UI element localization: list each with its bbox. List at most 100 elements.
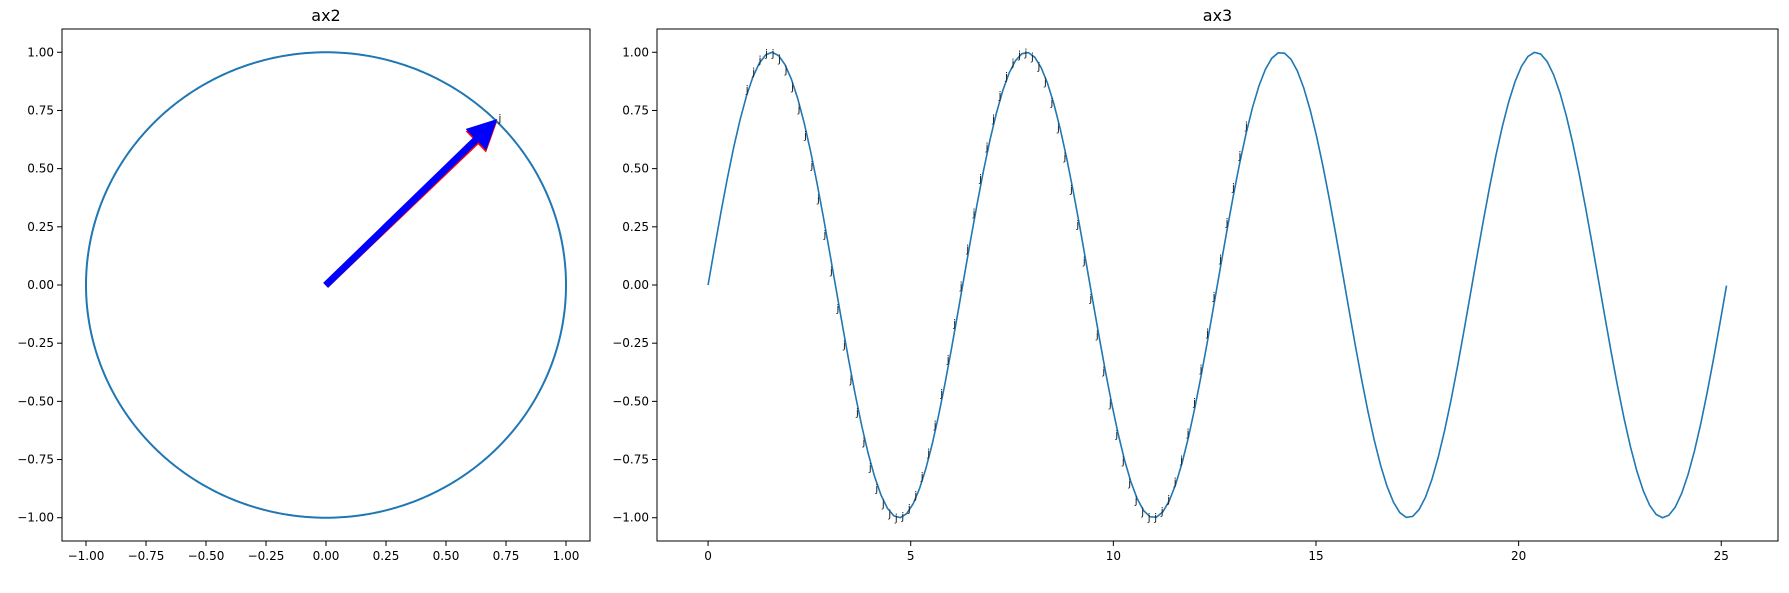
- y-tick-label: −1.00: [612, 511, 649, 525]
- annotation-label: j: [1218, 253, 1222, 266]
- annotation-label: j: [790, 80, 794, 93]
- annotation-label: j: [1062, 151, 1066, 164]
- annotation-label: j: [822, 228, 826, 241]
- annotation-label: j: [997, 89, 1001, 102]
- x-tick-label: 1.00: [553, 549, 580, 563]
- x-tick-label: 0.50: [433, 549, 460, 563]
- annotation-label: j: [803, 129, 807, 142]
- annotation-label: j: [1017, 48, 1021, 61]
- annotation-label: j: [952, 317, 956, 330]
- annotation-label: j: [1224, 216, 1228, 229]
- annotation-label: j: [991, 113, 995, 126]
- annotation-label: j: [874, 482, 878, 495]
- annotation-label: j: [842, 338, 846, 351]
- annotation-label: j: [1114, 428, 1118, 441]
- annotation-label: j: [816, 192, 820, 205]
- annotation-label: j: [1075, 218, 1079, 231]
- annotation-label: j: [771, 47, 775, 60]
- annotation-label: j: [1173, 476, 1177, 489]
- annotation-label: j: [881, 497, 885, 510]
- annotation-label: j: [796, 102, 800, 115]
- x-tick-label: 0.75: [493, 549, 520, 563]
- sine-line: [707, 51, 1728, 519]
- annotation-label: j: [907, 502, 911, 515]
- annotation-label: j: [497, 112, 501, 125]
- annotation-label: j: [1244, 120, 1248, 133]
- annotation-label: j: [913, 489, 917, 502]
- annotation-label: j: [1140, 505, 1144, 518]
- x-tick-label: −0.50: [188, 549, 225, 563]
- y-tick-label: −0.25: [17, 336, 54, 350]
- annotation-label: j: [809, 159, 813, 172]
- annotation-label: j: [939, 387, 943, 400]
- y-tick-label: 0.50: [622, 162, 649, 176]
- annotation-label: j: [1134, 494, 1138, 507]
- y-tick-label: −1.00: [17, 511, 54, 525]
- annotation-label: j: [751, 66, 755, 79]
- annotation-label: j: [848, 374, 852, 387]
- x-tick-label: 10: [1106, 549, 1121, 563]
- x-tick-label: 5: [907, 549, 915, 563]
- x-tick-label: 15: [1308, 549, 1323, 563]
- annotation-label: j: [764, 47, 768, 60]
- x-tick-label: −1.00: [68, 549, 105, 563]
- y-tick-label: 0.50: [27, 162, 54, 176]
- annotation-label: j: [985, 141, 989, 154]
- chart-title: ax2: [311, 6, 340, 25]
- annotation-label: j: [1199, 362, 1203, 375]
- annotation-label: j: [1186, 426, 1190, 439]
- annotation-label: j: [933, 419, 937, 432]
- annotation-label: j: [965, 243, 969, 256]
- y-tick-label: −0.75: [17, 453, 54, 467]
- annotation-label: j: [1211, 290, 1215, 303]
- y-tick-label: −0.75: [612, 453, 649, 467]
- y-tick-label: 0.00: [27, 278, 54, 292]
- chart-title: ax3: [1203, 6, 1232, 25]
- annotation-label: j: [1160, 505, 1164, 518]
- annotation-label: j: [1004, 70, 1008, 83]
- annotation-label: j: [1101, 364, 1105, 377]
- y-tick-label: −0.50: [612, 394, 649, 408]
- annotation-label: j: [1010, 56, 1014, 69]
- annotation-label: j: [900, 510, 904, 523]
- blue-arrow: [323, 118, 498, 288]
- chart-ax3: ax3 0 5 10 15 20 25 −1.00 −0.75 −0.50 −0.25 0.00 0.…: [612, 6, 1779, 563]
- annotation-label: j: [1153, 511, 1157, 524]
- y-tick-label: 1.00: [27, 45, 54, 59]
- annotation-label: j: [1237, 149, 1241, 162]
- annotation-label: j: [894, 512, 898, 525]
- annotation-label: j: [1108, 398, 1112, 411]
- annotation-label: j: [920, 470, 924, 483]
- annotation-label: j: [1147, 511, 1151, 524]
- annotation-label: j: [959, 280, 963, 293]
- annotation-label: j: [855, 406, 859, 419]
- annotation-label: j: [1030, 50, 1034, 63]
- annotation-label: j: [1121, 455, 1125, 468]
- annotation-label: j: [1205, 327, 1209, 340]
- annotation-label: j: [861, 436, 865, 449]
- annotation-label: j: [1192, 396, 1196, 409]
- annotation-label: j: [926, 446, 930, 459]
- y-tick-label: 0.75: [27, 103, 54, 117]
- annotation-label: j: [835, 302, 839, 315]
- annotation-label: j: [978, 172, 982, 185]
- x-tick-label: 0.00: [313, 549, 340, 563]
- annotation-label: j: [946, 353, 950, 366]
- y-tick-label: 0.25: [27, 220, 54, 234]
- annotation-label: j: [1023, 46, 1027, 59]
- x-tick-label: −0.25: [248, 549, 285, 563]
- annotation-label: j: [1095, 329, 1099, 342]
- x-tick-label: 0.25: [373, 549, 400, 563]
- y-tick-label: 0.25: [622, 220, 649, 234]
- annotation-label: j: [1056, 121, 1060, 134]
- axes-frame: [656, 28, 1779, 542]
- annotation-label: j: [1179, 453, 1183, 466]
- annotation-label: j: [1166, 493, 1170, 506]
- annotation-label: j: [1036, 60, 1040, 73]
- x-tick-label: 25: [1714, 549, 1729, 563]
- annotation-label: j: [972, 206, 976, 219]
- axis-ticks: 0 5 10 15 20 25 −1.00 −0.75 −0.50 −0.25 0.00 0.25 0.…: [612, 45, 1729, 563]
- annotation-label: j: [1049, 96, 1053, 109]
